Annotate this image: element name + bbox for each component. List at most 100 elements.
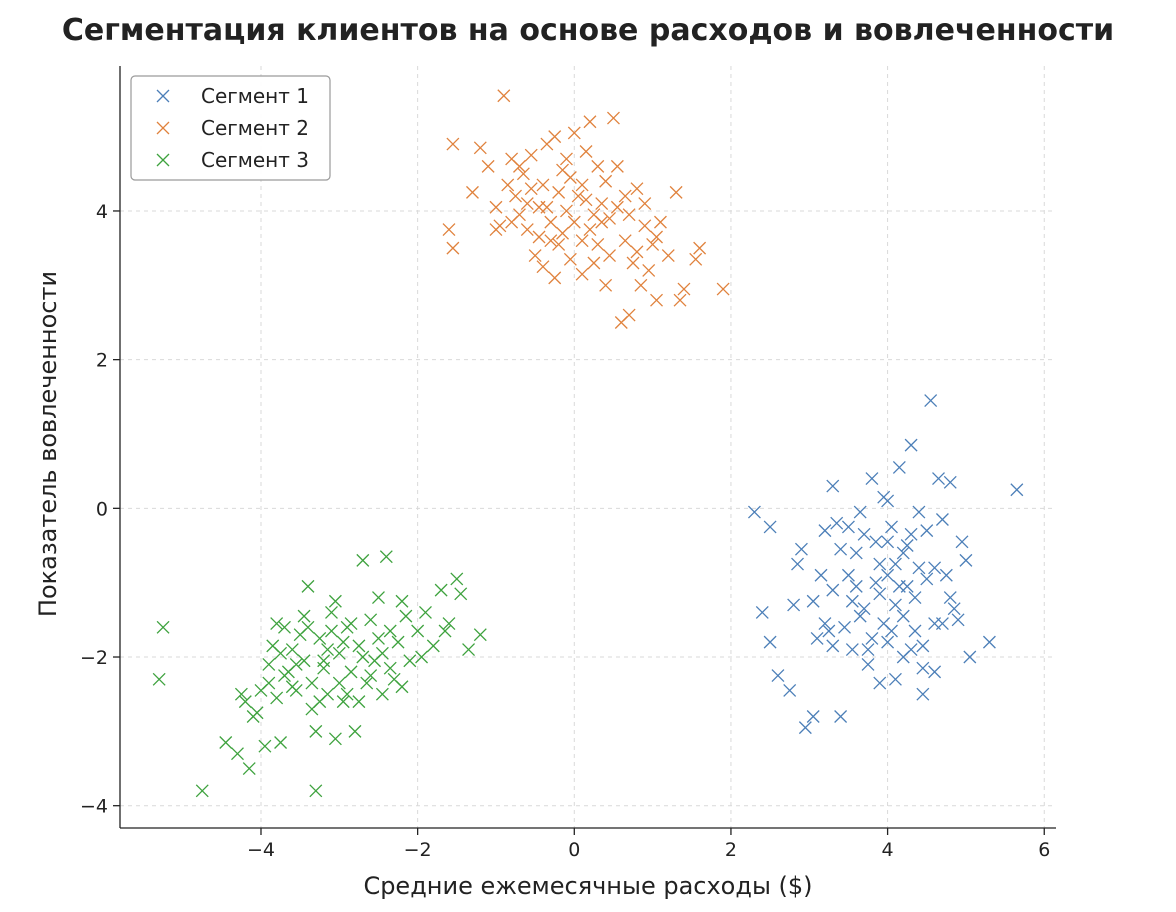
data-point [849, 579, 863, 593]
data-point [442, 617, 456, 631]
y-axis-label: Показатель вовлеченности [34, 271, 62, 617]
data-point [575, 267, 589, 281]
data-point [763, 635, 777, 649]
legend-frame [130, 75, 331, 181]
data-point [309, 724, 323, 738]
data-point [693, 241, 707, 255]
data-point [873, 557, 887, 571]
data-point [583, 115, 597, 129]
data-point [587, 256, 601, 270]
data-point [892, 460, 906, 474]
data-point [372, 591, 385, 605]
data-point [622, 308, 636, 322]
data-point [908, 624, 922, 638]
data-point [352, 695, 366, 709]
data-point [336, 635, 350, 649]
data-point [403, 654, 417, 668]
data-point [567, 215, 581, 229]
series-1 [747, 394, 1024, 735]
data-point [857, 602, 871, 616]
y-tick-label: 4 [96, 201, 108, 223]
data-point [509, 189, 523, 203]
data-point [939, 568, 953, 582]
data-point [415, 650, 429, 664]
data-point [473, 628, 487, 642]
data-point [861, 657, 875, 671]
data-point [505, 215, 519, 229]
y-tick-label: 0 [96, 498, 108, 520]
legend-item-3: Сегмент 3 [156, 148, 309, 172]
y-tick-label: −2 [80, 647, 108, 669]
data-point [849, 546, 863, 560]
data-point [689, 252, 703, 266]
chart-title: Сегментация клиентов на основе расходов … [62, 13, 1114, 48]
data-point [912, 561, 926, 575]
ticks: −4 −2 0 2 4 6 −4 −2 0 2 4 [80, 201, 1050, 861]
data-point [904, 438, 918, 452]
data-point [391, 635, 405, 649]
legend-item-2: Сегмент 2 [156, 116, 309, 140]
data-point [356, 650, 370, 664]
data-point [548, 271, 562, 285]
data-point [462, 643, 476, 657]
data-point [289, 657, 303, 671]
data-point [567, 126, 581, 140]
data-point [446, 137, 460, 151]
data-point [532, 200, 546, 214]
data-point [532, 230, 546, 244]
data-point [947, 602, 961, 616]
x-tick-label: 4 [882, 839, 894, 861]
data-point [156, 620, 170, 634]
data-point [888, 672, 902, 686]
data-point [822, 624, 836, 638]
data-point [556, 226, 570, 240]
data-point [285, 680, 299, 694]
data-point [896, 609, 910, 623]
data-point [375, 687, 389, 701]
data-point [841, 568, 855, 582]
data-point [332, 646, 346, 660]
data-point [853, 505, 867, 519]
data-point [536, 178, 550, 192]
legend-label: Сегмент 2 [201, 116, 309, 140]
data-point [454, 587, 468, 601]
data-point [606, 111, 620, 125]
data-point [250, 706, 264, 720]
data-point [524, 148, 538, 162]
data-point [618, 189, 632, 203]
data-point [920, 524, 934, 538]
data-point [677, 282, 691, 296]
data-point [528, 249, 542, 263]
data-point [473, 141, 487, 155]
data-point [630, 245, 644, 259]
data-point [309, 784, 323, 798]
data-point [219, 736, 233, 749]
data-point [344, 665, 358, 679]
data-point [865, 631, 879, 645]
data-point [195, 784, 209, 798]
data-point [959, 553, 973, 567]
data-point [610, 159, 624, 173]
data-point [661, 249, 675, 263]
data-point [869, 535, 883, 549]
legend-label: Сегмент 3 [201, 148, 309, 172]
data-point [888, 598, 902, 612]
data-point [544, 215, 558, 229]
data-point [317, 654, 331, 668]
x-tick-label: 2 [725, 839, 737, 861]
data-point [951, 613, 965, 627]
data-point [325, 624, 338, 638]
data-point [560, 152, 573, 166]
data-point [426, 639, 440, 653]
data-point [489, 223, 503, 237]
data-point [571, 189, 585, 203]
legend-marker [156, 89, 170, 103]
data-point [536, 260, 550, 274]
data-point [591, 159, 605, 173]
x-axis-label: Средние ежемесячные расходы ($) [363, 872, 812, 900]
data-point [332, 676, 346, 690]
data-point [270, 617, 284, 631]
data-point [916, 687, 930, 701]
data-point [955, 535, 969, 549]
data-point [552, 185, 566, 199]
